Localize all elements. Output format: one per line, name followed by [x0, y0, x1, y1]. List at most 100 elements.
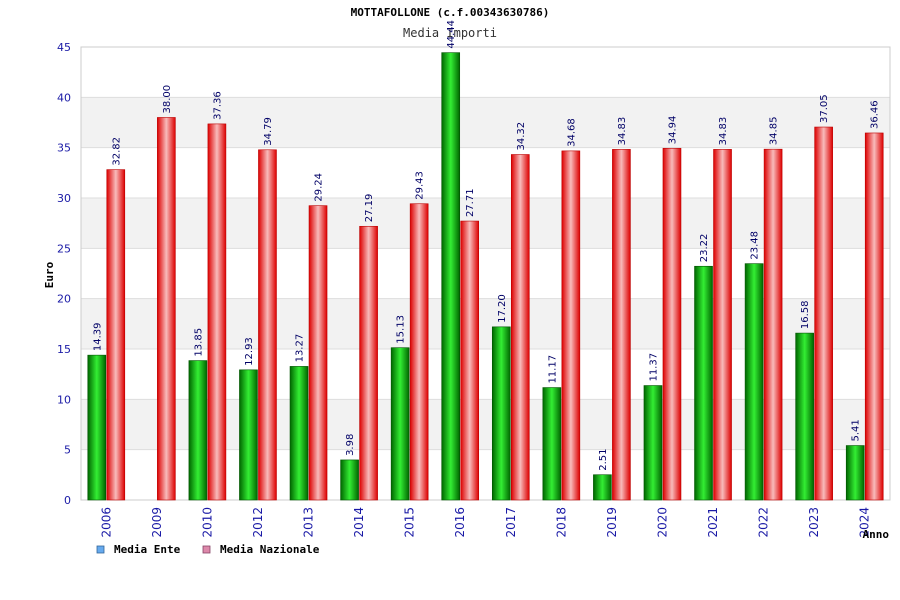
bar-media-ente [694, 265, 713, 501]
bar-media-nazionale [409, 203, 429, 501]
legend-label-nazionale: Media Nazionale [220, 543, 320, 556]
data-label: 16.58 [800, 300, 811, 329]
data-label: 27.71 [465, 188, 476, 217]
data-label: 3.98 [345, 434, 356, 456]
data-label: 44.44 [446, 20, 457, 49]
bar-media-nazionale [157, 117, 176, 501]
x-tick-label: 2006 [99, 507, 113, 538]
y-tick-label: 0 [64, 494, 71, 507]
data-label: 11.17 [547, 355, 558, 384]
x-axis-label: Anno [863, 528, 890, 541]
data-label: 29.24 [314, 173, 325, 202]
bar-media-ente [340, 459, 359, 501]
bar-media-ente [491, 326, 511, 501]
bar-media-ente [643, 385, 663, 501]
y-tick-label: 35 [57, 142, 71, 155]
y-tick-label: 30 [57, 192, 71, 205]
x-tick-label: 2012 [251, 507, 265, 538]
bar-media-nazionale [763, 148, 783, 501]
y-tick-label: 45 [57, 41, 71, 54]
bar-media-ente [593, 474, 612, 501]
data-label: 34.79 [263, 117, 274, 146]
data-label: 34.32 [516, 122, 527, 151]
x-tick-label: 2019 [605, 507, 619, 538]
x-tick-label: 2022 [757, 507, 771, 538]
legend: Media Ente Media Nazionale [96, 543, 320, 556]
data-label: 13.85 [193, 328, 204, 357]
data-label: 11.37 [648, 353, 659, 382]
y-axis-label: Euro [43, 261, 56, 288]
bar-media-nazionale [612, 149, 631, 501]
data-label: 5.41 [851, 419, 862, 441]
data-label: 38.00 [162, 85, 173, 114]
y-tick-label: 5 [64, 444, 71, 457]
bar-media-nazionale [662, 147, 682, 501]
x-tick-label: 2017 [504, 507, 518, 538]
x-tick-label: 2014 [352, 507, 366, 538]
bar-media-ente [188, 360, 208, 501]
bar-media-nazionale [106, 169, 126, 501]
x-tick-label: 2013 [302, 507, 316, 538]
bar-media-nazionale [814, 126, 833, 501]
x-tick-label: 2023 [807, 507, 821, 538]
data-label: 2.51 [598, 448, 609, 470]
chart-subtitle: Media Importi [403, 26, 497, 40]
x-tick-label: 2015 [403, 507, 417, 538]
data-label: 36.46 [870, 100, 881, 129]
bar-media-nazionale [561, 150, 581, 501]
legend-label-ente: Media Ente [114, 543, 181, 556]
data-label: 27.19 [364, 194, 375, 223]
y-tick-label: 25 [57, 242, 71, 255]
bar-media-ente [845, 445, 865, 501]
x-tick-label: 2018 [554, 507, 568, 538]
bar-media-nazionale [308, 205, 328, 501]
bar-media-ente [542, 387, 562, 501]
bar-media-ente [441, 52, 461, 501]
bar-media-nazionale [359, 225, 378, 501]
bar-media-ente [87, 354, 107, 501]
legend-swatch-nazionale [202, 545, 211, 554]
x-tick-labels: 2006 2009 2010 2012 2013 2014 2015 2016 2017 2018… [99, 507, 871, 538]
data-label: 34.94 [667, 116, 678, 145]
data-label: 34.68 [566, 118, 577, 147]
bar-media-ente [289, 366, 309, 501]
data-label: 23.48 [750, 231, 761, 260]
data-label: 32.82 [111, 137, 122, 166]
x-tick-label: 2021 [706, 507, 720, 538]
data-label: 13.27 [295, 334, 306, 363]
x-tick-label: 2016 [453, 507, 467, 538]
x-tick-label: 2009 [150, 507, 164, 538]
bar-media-nazionale [460, 220, 480, 501]
data-label: 12.93 [244, 337, 255, 366]
bar-media-nazionale [864, 132, 884, 501]
data-label: 15.13 [396, 315, 407, 344]
x-tick-label: 2024 [858, 507, 872, 538]
chart-title: MOTTAFOLLONE (c.f.00343630786) [351, 6, 550, 19]
data-label: 23.22 [699, 234, 710, 263]
data-label: 34.85 [769, 117, 780, 146]
y-tick-labels: 0 5 10 15 20 25 30 35 40 45 [57, 41, 71, 507]
data-label: 37.05 [819, 94, 830, 123]
bar-media-nazionale [207, 123, 227, 501]
y-tick-label: 40 [57, 91, 71, 104]
bar-media-ente [744, 263, 764, 501]
data-label: 37.36 [212, 91, 223, 120]
x-tick-label: 2020 [655, 507, 669, 538]
y-tick-label: 20 [57, 293, 71, 306]
y-tick-label: 10 [57, 393, 71, 406]
y-tick-label: 15 [57, 343, 71, 356]
bar-media-nazionale [713, 149, 732, 501]
data-label: 17.20 [497, 294, 508, 323]
data-label: 14.39 [92, 323, 103, 352]
bar-media-nazionale [510, 154, 530, 501]
data-label: 34.83 [718, 117, 729, 146]
data-labels: 14.39 32.82 38.00 13.85 37.36 12.93 34.79 13.27… [92, 20, 880, 471]
data-label: 29.43 [415, 171, 426, 200]
bars [87, 52, 884, 501]
bar-media-ente [795, 332, 814, 501]
data-label: 34.83 [617, 117, 628, 146]
bar-media-ente [390, 347, 410, 501]
bar-media-ente [239, 369, 258, 501]
bar-media-nazionale [258, 149, 277, 501]
